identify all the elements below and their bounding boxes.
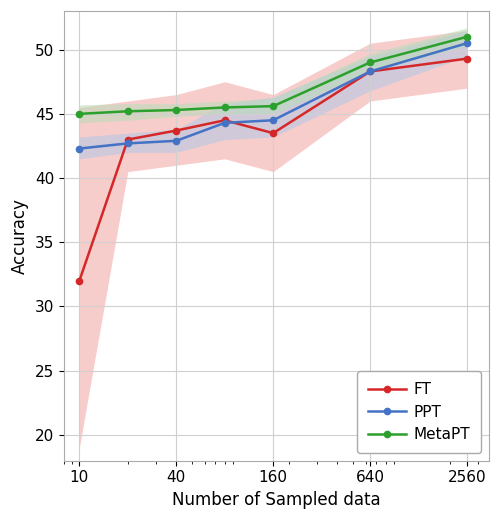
MetaPT <box>125 108 131 114</box>
PPT <box>76 146 82 152</box>
PPT <box>367 68 373 74</box>
FT <box>76 278 82 284</box>
X-axis label: Number of Sampled data: Number of Sampled data <box>172 491 380 509</box>
PPT <box>125 140 131 147</box>
PPT <box>174 138 180 144</box>
Line: MetaPT: MetaPT <box>76 34 470 117</box>
PPT <box>464 40 470 46</box>
FT <box>222 117 228 123</box>
PPT <box>270 117 276 123</box>
Y-axis label: Accuracy: Accuracy <box>11 198 29 274</box>
MetaPT <box>174 107 180 113</box>
Legend: FT, PPT, MetaPT: FT, PPT, MetaPT <box>358 371 481 453</box>
MetaPT <box>270 103 276 109</box>
FT <box>125 136 131 142</box>
Line: PPT: PPT <box>76 40 470 152</box>
MetaPT <box>76 111 82 117</box>
MetaPT <box>464 34 470 40</box>
MetaPT <box>367 59 373 66</box>
FT <box>270 130 276 136</box>
Line: FT: FT <box>76 56 470 284</box>
FT <box>367 68 373 74</box>
FT <box>174 127 180 134</box>
PPT <box>222 120 228 126</box>
FT <box>464 56 470 62</box>
MetaPT <box>222 105 228 111</box>
